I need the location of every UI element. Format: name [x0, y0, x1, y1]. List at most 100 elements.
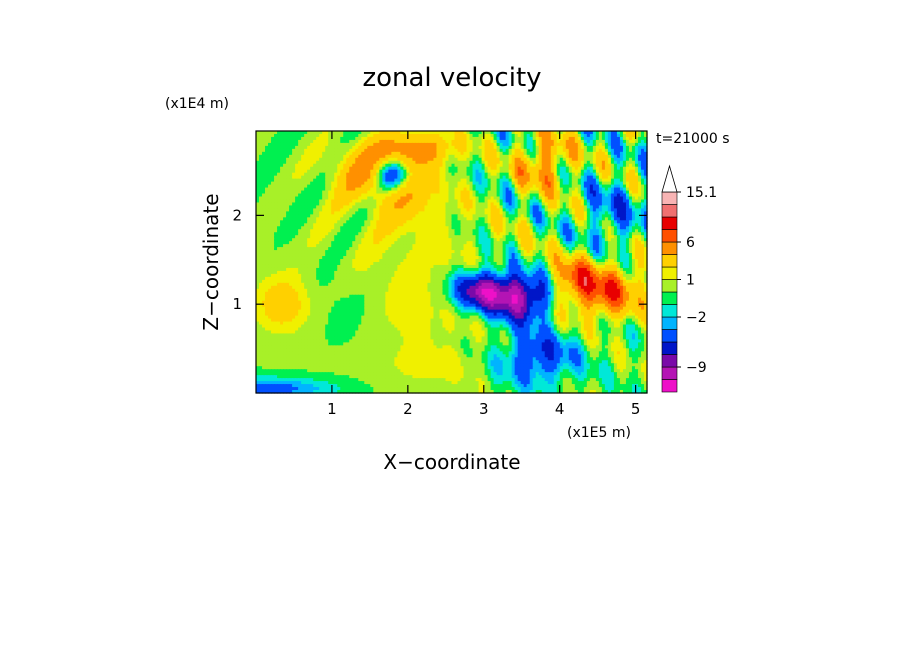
field-cell	[544, 190, 549, 195]
field-cell	[424, 157, 429, 162]
field-cell	[505, 154, 510, 159]
field-cell	[436, 178, 441, 183]
field-cell	[340, 145, 344, 150]
field-cell	[508, 172, 513, 177]
field-cell	[535, 184, 540, 189]
field-cell	[487, 148, 492, 153]
field-cell	[319, 136, 323, 141]
field-cell	[520, 154, 525, 159]
field-cell	[454, 187, 459, 192]
field-cell	[283, 166, 287, 171]
field-cell	[511, 190, 516, 195]
field-cell	[466, 136, 471, 141]
field-cell	[457, 190, 462, 195]
field-cell	[559, 190, 564, 195]
field-cell	[376, 142, 380, 147]
field-cell	[628, 131, 633, 135]
field-cell	[388, 184, 392, 189]
field-cell	[490, 166, 495, 171]
field-cell	[538, 178, 543, 183]
field-cell	[391, 151, 395, 156]
field-cell	[574, 131, 579, 135]
field-cell	[289, 190, 293, 195]
field-cell	[415, 163, 420, 168]
field-cell	[331, 136, 335, 141]
field-cell	[364, 154, 368, 159]
field-cell	[460, 131, 465, 135]
field-cell	[604, 133, 609, 138]
field-cell	[412, 151, 417, 156]
field-cell	[292, 193, 296, 198]
field-cell	[478, 148, 483, 153]
field-cell	[337, 169, 341, 174]
field-cell	[298, 181, 302, 186]
field-cell	[286, 193, 290, 198]
field-cell	[319, 131, 323, 135]
field-cell	[472, 193, 477, 198]
field-cell	[595, 172, 600, 177]
field-cell	[328, 154, 332, 159]
field-cell	[346, 131, 350, 135]
field-cell	[616, 160, 621, 165]
field-cell	[457, 160, 462, 165]
field-cell	[256, 184, 260, 189]
field-cell	[421, 131, 426, 135]
field-cell	[319, 187, 323, 192]
field-cell	[412, 139, 417, 144]
field-cell	[319, 169, 323, 174]
field-cell	[331, 131, 335, 135]
field-cell	[313, 193, 317, 198]
field-cell	[367, 163, 371, 168]
field-cell	[631, 193, 636, 198]
field-cell	[442, 157, 447, 162]
field-cell	[508, 151, 513, 156]
field-cell	[433, 154, 438, 159]
field-cell	[448, 169, 453, 174]
field-cell	[556, 187, 561, 192]
field-cell	[301, 181, 305, 186]
field-cell	[604, 190, 609, 195]
field-cell	[460, 160, 465, 165]
field-cell	[475, 142, 480, 147]
field-cell	[391, 163, 395, 168]
field-cell	[634, 169, 639, 174]
field-cell	[286, 142, 290, 147]
field-cell	[598, 139, 603, 144]
field-cell	[589, 181, 594, 186]
field-cell	[331, 193, 335, 198]
field-cell	[331, 160, 335, 165]
field-cell	[469, 187, 474, 192]
field-cell	[574, 145, 579, 150]
field-cell	[319, 181, 323, 186]
field-cell	[514, 163, 519, 168]
field-cell	[508, 184, 513, 189]
field-cell	[424, 193, 429, 198]
field-cell	[328, 175, 332, 180]
field-cell	[517, 163, 522, 168]
field-cell	[502, 133, 507, 138]
field-cell	[478, 187, 483, 192]
field-cell	[298, 154, 302, 159]
field-cell	[562, 145, 567, 150]
field-cell	[463, 157, 468, 162]
field-cell	[421, 163, 426, 168]
field-cell	[364, 145, 368, 150]
field-cell	[505, 142, 510, 147]
field-cell	[400, 196, 404, 201]
field-cell	[517, 181, 522, 186]
field-cell	[319, 154, 323, 159]
field-cell	[577, 148, 582, 153]
field-cell	[586, 190, 591, 195]
field-cell	[325, 166, 329, 171]
field-cell	[295, 196, 299, 201]
field-cell	[598, 169, 603, 174]
field-cell	[406, 157, 410, 162]
field-cell	[511, 151, 516, 156]
field-cell	[490, 142, 495, 147]
field-cell	[601, 184, 606, 189]
field-cell	[463, 190, 468, 195]
field-cell	[316, 133, 320, 138]
field-cell	[355, 184, 359, 189]
field-cell	[388, 169, 392, 174]
field-cell	[343, 193, 347, 198]
